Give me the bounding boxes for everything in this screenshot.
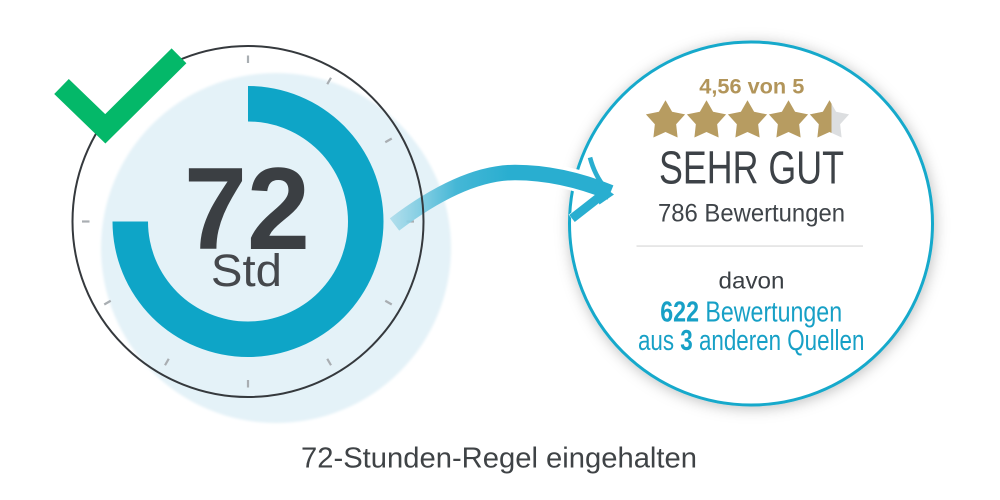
- svg-text:4,56 von 5: 4,56 von 5: [699, 74, 804, 98]
- svg-text:aus 3 anderen Quellen: aus 3 anderen Quellen: [638, 325, 864, 356]
- svg-text:72: 72: [184, 143, 310, 274]
- svg-text:72-Stunden-Regel eingehalten: 72-Stunden-Regel eingehalten: [301, 443, 697, 475]
- svg-text:davon: davon: [719, 268, 785, 294]
- svg-text:622 Bewertungen: 622 Bewertungen: [660, 295, 842, 328]
- svg-text:SEHR GUT: SEHR GUT: [659, 142, 844, 194]
- svg-text:786 Bewertungen: 786 Bewertungen: [658, 199, 845, 227]
- svg-text:Std: Std: [211, 245, 282, 296]
